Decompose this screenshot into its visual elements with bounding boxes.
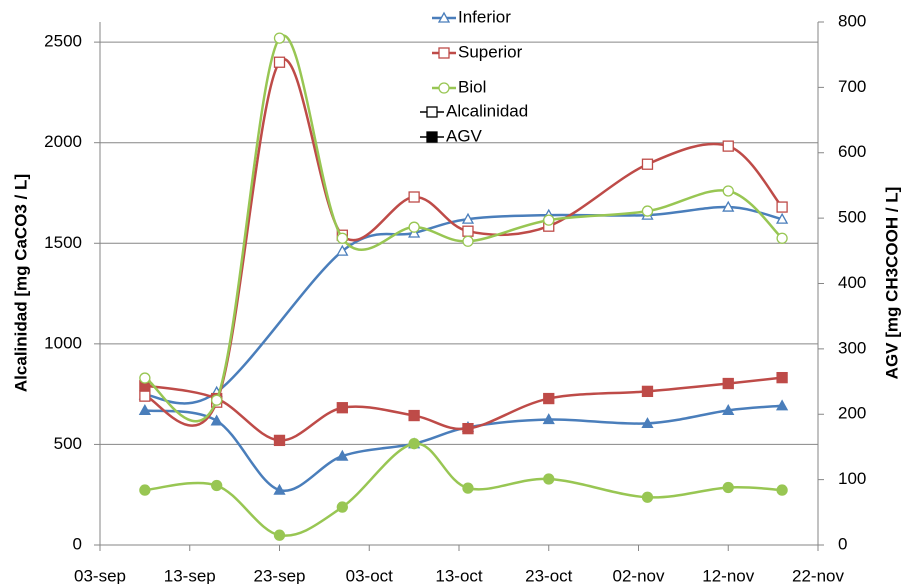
- marker: [273, 529, 286, 541]
- alcalinidad-line: [144, 34, 783, 423]
- marker: [775, 212, 789, 224]
- y2-tick-label: 200: [838, 404, 866, 423]
- agv-line: [144, 404, 783, 493]
- y2-tick-label: 600: [838, 142, 866, 161]
- marker: [543, 392, 555, 405]
- y2-tick-label: 800: [838, 11, 866, 30]
- marker: [776, 371, 788, 384]
- marker: [461, 212, 475, 224]
- x-tick-label: 13-sep: [164, 566, 216, 584]
- marker: [408, 409, 420, 422]
- marker: [641, 205, 654, 217]
- marker: [437, 11, 451, 23]
- marker: [273, 434, 286, 447]
- x-tick-label: 03-sep: [74, 566, 126, 584]
- marker: [775, 399, 789, 411]
- marker: [438, 82, 450, 94]
- marker: [776, 484, 788, 496]
- y2-tick-label: 500: [838, 208, 866, 227]
- marker: [641, 417, 654, 429]
- marker: [722, 481, 734, 494]
- y2-tick-label: 100: [838, 469, 866, 488]
- marker: [641, 385, 654, 398]
- marker: [336, 232, 348, 244]
- marker: [462, 235, 474, 247]
- y-tick-label: 1500: [44, 233, 82, 252]
- legend-label: Inferior: [458, 7, 511, 26]
- x-tick-label: 03-oct: [346, 566, 394, 584]
- alcalinidad-line: [144, 205, 783, 405]
- y2-tick-label: 0: [838, 534, 847, 553]
- y-tick-label: 1000: [44, 333, 82, 352]
- x-tick-label: 23-sep: [254, 566, 306, 584]
- marker: [722, 200, 735, 212]
- marker: [336, 501, 348, 513]
- y2-tick-label: 700: [838, 77, 866, 96]
- marker: [408, 191, 420, 203]
- x-tick-label: 13-oct: [435, 566, 483, 584]
- marker: [139, 390, 151, 402]
- marker: [722, 185, 734, 197]
- marker: [438, 47, 450, 59]
- marker: [462, 225, 474, 237]
- y-tick-label: 2000: [44, 132, 82, 151]
- y2-tick-label: 400: [838, 273, 866, 292]
- marker: [776, 232, 788, 244]
- marker: [273, 32, 286, 44]
- marker: [211, 394, 223, 406]
- y-axis-label: Alcalinidad [mg CaCO3 / L]: [11, 174, 30, 392]
- legend-label: Biol: [458, 77, 486, 96]
- legend-label: Superior: [458, 42, 523, 61]
- legend-marker: [426, 106, 438, 118]
- y2-axis-label: AGV [mg CH3COOH / L]: [882, 187, 901, 380]
- marker: [210, 414, 223, 426]
- marker: [543, 473, 555, 485]
- marker: [408, 438, 420, 450]
- legend-marker: [426, 131, 438, 143]
- marker: [211, 479, 223, 492]
- marker: [722, 140, 734, 152]
- legend-label: AGV: [446, 126, 483, 145]
- marker: [462, 422, 474, 435]
- legend-label: Alcalinidad: [446, 101, 528, 120]
- y2-tick-label: 300: [838, 338, 866, 357]
- marker: [139, 484, 151, 496]
- marker: [641, 491, 654, 503]
- marker: [139, 372, 151, 384]
- agv-line: [144, 376, 783, 442]
- marker: [273, 56, 286, 68]
- marker: [722, 403, 735, 415]
- y-tick-label: 2500: [44, 32, 82, 51]
- agv-line: [144, 442, 783, 537]
- marker: [722, 377, 734, 390]
- marker: [462, 482, 474, 494]
- marker: [336, 449, 349, 461]
- marker: [408, 221, 420, 233]
- x-tick-label: 02-nov: [613, 566, 665, 584]
- x-tick-label: 23-oct: [525, 566, 573, 584]
- x-tick-label: 22-nov: [792, 566, 844, 584]
- marker: [273, 483, 286, 495]
- marker: [336, 244, 349, 256]
- marker: [138, 403, 151, 415]
- marker: [336, 402, 348, 414]
- x-tick-label: 12-nov: [702, 566, 754, 584]
- marker: [776, 201, 788, 213]
- marker: [641, 158, 654, 170]
- marker: [543, 214, 555, 226]
- marker: [542, 413, 555, 425]
- y-tick-label: 500: [54, 434, 82, 453]
- y-tick-label: 0: [73, 534, 82, 553]
